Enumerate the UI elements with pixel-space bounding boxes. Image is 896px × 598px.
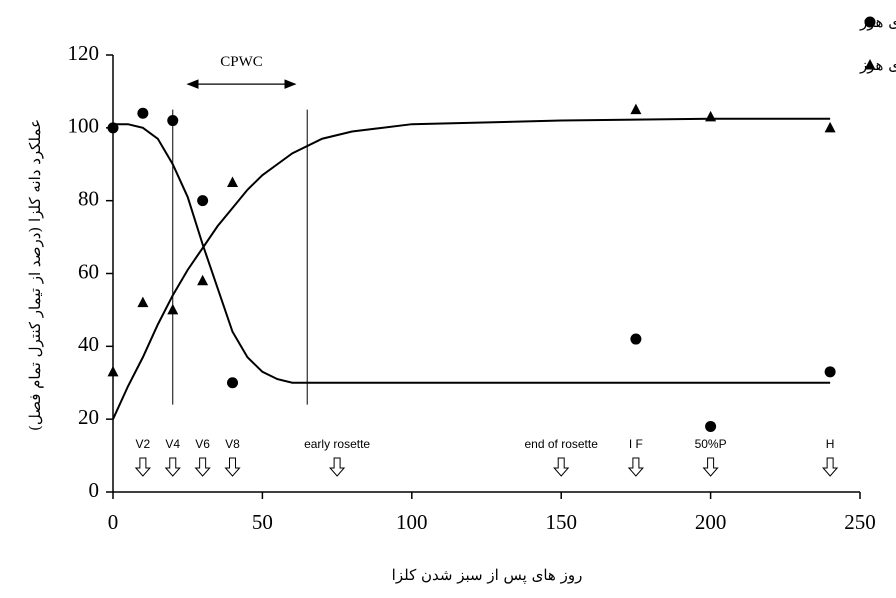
x-tick-label: 100 — [396, 510, 428, 534]
data-point — [167, 303, 179, 315]
data-point — [137, 107, 149, 119]
stage-label: V4 — [165, 437, 180, 451]
stage-arrow — [164, 457, 181, 477]
legend-label: تیمار تداخل علف های هرز — [859, 13, 896, 31]
stage-arrow — [224, 457, 241, 477]
stage-arrow — [553, 457, 570, 477]
fit-curve — [113, 123, 831, 384]
x-tick-label: 50 — [252, 510, 273, 534]
stage-arrow — [627, 457, 645, 477]
data-point — [107, 365, 119, 377]
data-point — [824, 121, 836, 133]
data-point — [864, 59, 876, 70]
stage-label: V2 — [136, 437, 151, 451]
x-tick-label: 150 — [545, 510, 577, 534]
y-axis-label: عملکرد دانه کلزا (درصد از تیمار کنترل تم… — [26, 119, 44, 431]
data-point — [227, 377, 239, 389]
data-point — [167, 115, 179, 127]
stage-label: V6 — [195, 437, 210, 451]
x-axis-label: روز های پس از سبز شدن کلزا — [392, 566, 583, 584]
stage-arrow — [702, 457, 719, 477]
stage-label: 50%P — [695, 437, 727, 451]
stage-label: V8 — [225, 437, 240, 451]
stage-arrow — [134, 457, 151, 477]
y-tick-label: 80 — [78, 186, 99, 210]
stage-label: early rosette — [304, 437, 370, 451]
data-point — [705, 420, 717, 432]
y-tick-label: 40 — [78, 332, 99, 356]
y-tick-label: 120 — [68, 41, 100, 65]
data-point — [197, 274, 209, 286]
data-point — [137, 296, 149, 308]
stage-label: I F — [629, 437, 643, 451]
stage-label: end of rosette — [525, 437, 599, 451]
stage-arrow — [822, 457, 839, 477]
x-tick-label: 0 — [108, 510, 119, 534]
x-tick-label: 250 — [844, 510, 876, 534]
y-tick-label: 60 — [78, 259, 99, 283]
legend-label: تیمار کنترل علف های هرز — [859, 56, 896, 74]
data-point — [630, 333, 642, 345]
data-point — [630, 103, 642, 115]
data-point — [824, 366, 836, 378]
data-point — [227, 176, 239, 187]
y-tick-label: 0 — [89, 478, 100, 502]
data-point — [864, 16, 876, 28]
cpwc-label: CPWC — [220, 54, 263, 70]
fit-curve — [112, 117, 831, 420]
y-tick-label: 100 — [68, 114, 100, 138]
data-point — [705, 110, 717, 122]
stage-label: H — [826, 437, 835, 451]
data-point — [197, 195, 209, 207]
y-tick-label: 20 — [78, 405, 99, 429]
data-point — [107, 122, 119, 134]
stage-arrow — [328, 457, 346, 477]
x-tick-label: 200 — [695, 510, 727, 534]
stage-arrow — [194, 457, 211, 477]
